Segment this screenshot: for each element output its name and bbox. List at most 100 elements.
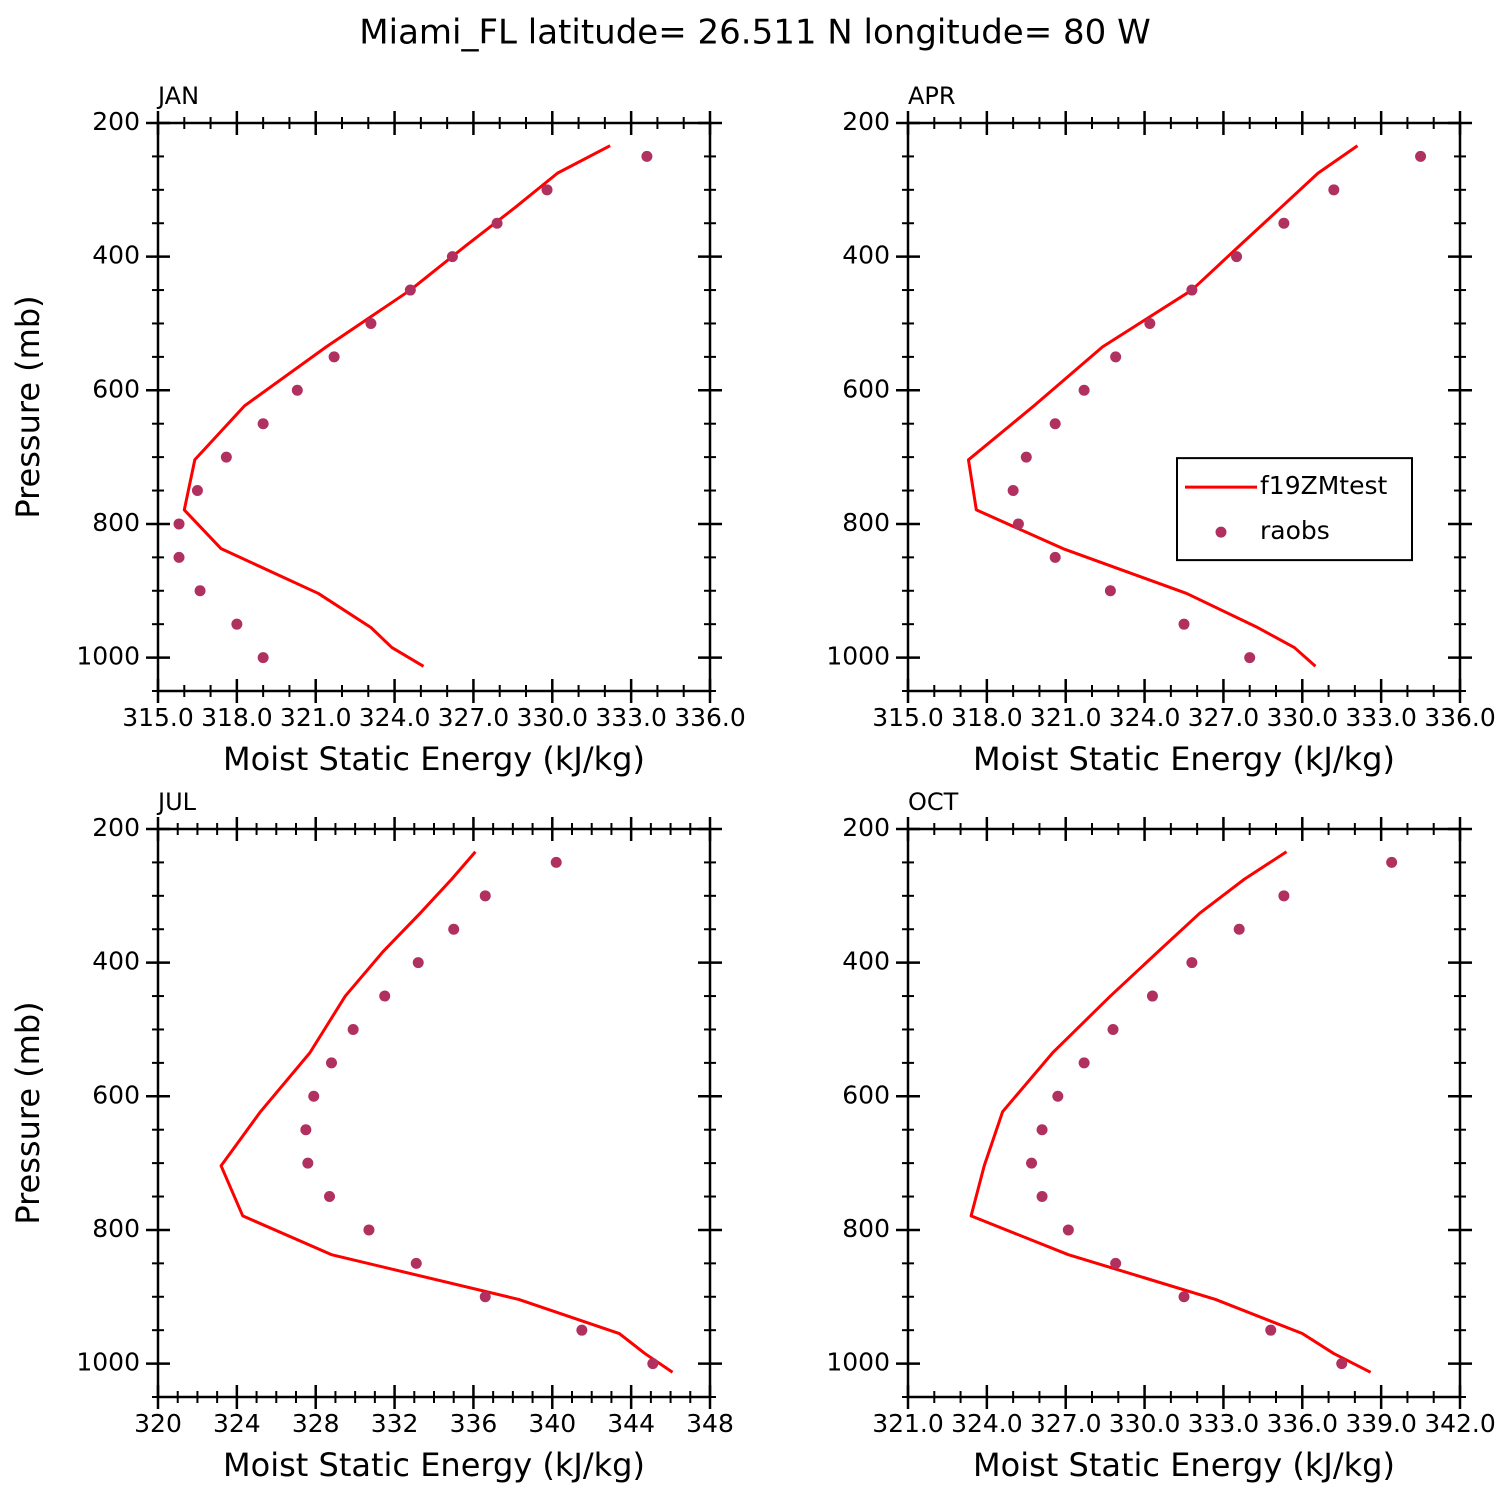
x-tick-label: 315.0: [122, 703, 194, 732]
x-tick-label: 342.0: [1424, 1409, 1496, 1438]
x-tick-label: 320: [134, 1409, 182, 1438]
y-axis-label: Pressure (mb): [9, 295, 47, 518]
x-tick-label: 324: [213, 1409, 261, 1438]
x-tick-label: 336.0: [674, 703, 746, 732]
model-line: [969, 850, 1372, 1374]
obs-point: [328, 351, 340, 363]
x-tick-label: 336.0: [1266, 1409, 1338, 1438]
y-tick-label: 400: [92, 241, 140, 270]
obs-point: [173, 551, 185, 563]
obs-point: [302, 1157, 314, 1169]
obs-point: [1178, 1291, 1190, 1303]
obs-point: [257, 652, 269, 664]
obs-point: [1415, 150, 1427, 162]
x-axis-label: Moist Static Energy (kJ/kg): [223, 740, 645, 778]
figure-title: Miami_FL latitude= 26.511 N longitude= 8…: [359, 13, 1150, 53]
model-line: [182, 144, 611, 668]
obs-point: [1036, 1124, 1048, 1136]
y-tick-label: 600: [842, 1080, 890, 1109]
obs-point: [173, 518, 185, 530]
obs-point: [1078, 1057, 1090, 1069]
x-tick-label: 324.0: [951, 1409, 1023, 1438]
x-tick-label: 336: [450, 1409, 498, 1438]
y-tick-label: 400: [92, 947, 140, 976]
obs-point: [1110, 351, 1122, 363]
obs-point: [379, 990, 391, 1002]
obs-point: [194, 585, 206, 597]
y-tick-label: 1000: [826, 642, 890, 671]
y-tick-label: 200: [92, 813, 140, 842]
obs-point: [1244, 652, 1256, 664]
x-tick-label: 339.0: [1345, 1409, 1417, 1438]
obs-point: [404, 284, 416, 296]
x-tick-label: 324.0: [359, 703, 431, 732]
legend-box: [1176, 457, 1413, 562]
x-tick-label: 333.0: [1345, 703, 1417, 732]
x-tick-label: 321.0: [1030, 703, 1102, 732]
obs-point: [365, 317, 377, 329]
obs-point: [1233, 923, 1245, 935]
obs-point: [647, 1358, 659, 1370]
legend-label: raobs: [1260, 516, 1330, 545]
obs-point: [300, 1124, 312, 1136]
x-tick-label: 324.0: [1109, 703, 1181, 732]
plot-frame: [906, 827, 1462, 1399]
y-tick-label: 600: [92, 1080, 140, 1109]
obs-point: [1110, 1257, 1122, 1269]
y-tick-label: 200: [92, 107, 140, 136]
y-tick-label: 400: [842, 947, 890, 976]
obs-point: [1278, 217, 1290, 229]
obs-point: [191, 485, 203, 497]
obs-point: [541, 184, 553, 196]
x-tick-label: 333.0: [595, 703, 667, 732]
obs-point: [308, 1090, 320, 1102]
x-tick-label: 328: [292, 1409, 340, 1438]
x-axis-label: Moist Static Energy (kJ/kg): [973, 740, 1395, 778]
legend-dot: [1215, 526, 1227, 538]
x-tick-label: 348: [686, 1409, 734, 1438]
x-tick-label: 330.0: [1109, 1409, 1181, 1438]
x-tick-label: 327.0: [438, 703, 510, 732]
obs-point: [325, 1057, 337, 1069]
y-tick-label: 1000: [76, 1348, 140, 1377]
obs-point: [1049, 551, 1061, 563]
obs-point: [410, 1257, 422, 1269]
obs-point: [448, 923, 460, 935]
obs-point: [324, 1191, 336, 1203]
obs-point: [412, 957, 424, 969]
y-tick-label: 800: [92, 508, 140, 537]
obs-point: [1146, 990, 1158, 1002]
x-axis-label: Moist Static Energy (kJ/kg): [973, 1446, 1395, 1484]
x-tick-label: 318.0: [201, 703, 273, 732]
obs-point: [220, 451, 232, 463]
obs-point: [1104, 585, 1116, 597]
y-tick-label: 200: [842, 813, 890, 842]
obs-point: [347, 1023, 359, 1035]
y-tick-label: 400: [842, 241, 890, 270]
obs-point: [1062, 1224, 1074, 1236]
obs-point: [1020, 451, 1032, 463]
obs-point: [1107, 1023, 1119, 1035]
y-axis-label: Pressure (mb): [9, 1001, 47, 1224]
obs-point: [1049, 418, 1061, 430]
panel-title: APR: [908, 82, 956, 110]
obs-point: [1052, 1090, 1064, 1102]
obs-point: [363, 1224, 375, 1236]
x-tick-label: 327.0: [1030, 1409, 1102, 1438]
obs-point: [1265, 1324, 1277, 1336]
obs-point: [1007, 485, 1019, 497]
model-line: [219, 850, 674, 1374]
obs-point: [1012, 518, 1024, 530]
obs-point: [1178, 618, 1190, 630]
obs-point: [550, 856, 562, 868]
panel-title: OCT: [908, 788, 959, 816]
obs-point: [1144, 317, 1156, 329]
x-tick-label: 333.0: [1188, 1409, 1260, 1438]
obs-point: [1328, 184, 1340, 196]
y-tick-label: 1000: [76, 642, 140, 671]
panel-title: JUL: [156, 788, 197, 816]
y-tick-label: 800: [842, 1214, 890, 1243]
panel-title: JAN: [156, 82, 199, 110]
